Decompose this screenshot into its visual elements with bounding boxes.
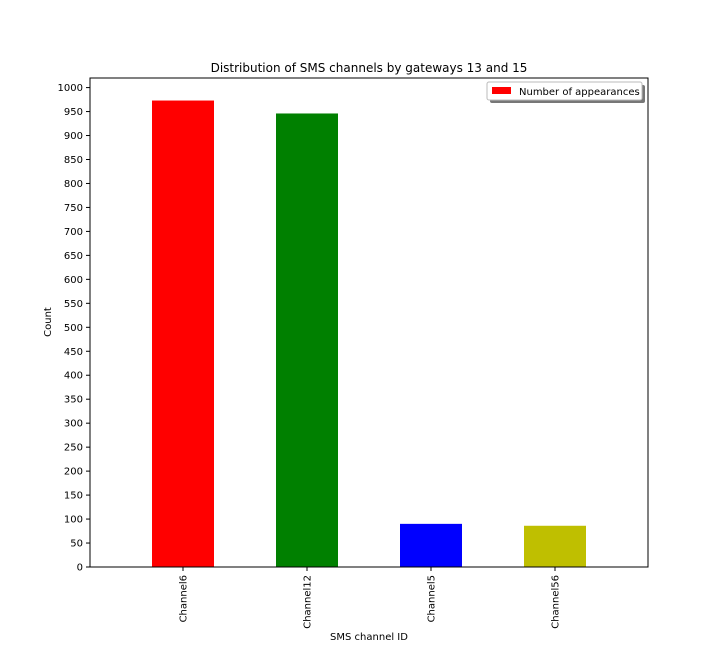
bar-channel12 (276, 113, 338, 567)
y-tick-label: 600 (64, 275, 83, 286)
y-tick-label: 300 (64, 419, 83, 430)
x-tick-label: Channel12 (303, 575, 314, 629)
y-tick-label: 800 (64, 179, 83, 190)
y-tick-label: 400 (64, 371, 83, 382)
y-tick-label: 650 (64, 251, 83, 262)
bars (152, 100, 586, 568)
y-tick-label: 250 (64, 443, 83, 454)
y-tick-label: 50 (70, 539, 83, 550)
x-tick-label: Channel5 (427, 575, 438, 622)
y-tick-label: 100 (64, 515, 83, 526)
y-axis-label: Count (43, 307, 54, 337)
x-tick-label: Channel6 (179, 575, 190, 622)
x-tick-label: Channel56 (551, 575, 562, 629)
y-tick-label: 950 (64, 107, 83, 118)
legend: Number of appearances (486, 81, 645, 103)
y-tick-label: 750 (64, 203, 83, 214)
y-tick-label: 1000 (58, 83, 83, 94)
y-axis: 0 50 100 150 200 250 300 350 400 450 500 550 600 650 7… (58, 83, 90, 574)
legend-swatch (492, 87, 511, 94)
y-tick-label: 500 (64, 323, 83, 334)
y-tick-label: 350 (64, 395, 83, 406)
chart-title: Distribution of SMS channels by gateways… (211, 61, 528, 75)
y-tick-label: 450 (64, 347, 83, 358)
bar-channel6 (152, 100, 214, 568)
legend-box (486, 81, 643, 101)
plot-frame (89, 77, 649, 568)
y-tick-label: 700 (64, 227, 83, 238)
y-tick-label: 0 (77, 563, 83, 574)
y-tick-label: 150 (64, 491, 83, 502)
legend-label: Number of appearances (519, 87, 640, 98)
y-tick-label: 850 (64, 155, 83, 166)
x-axis: Channel6 Channel12 Channel5 Channel56 (179, 567, 562, 629)
y-tick-label: 200 (64, 467, 83, 478)
bar-channel5 (400, 523, 462, 567)
y-tick-label: 550 (64, 299, 83, 310)
x-axis-label: SMS channel ID (330, 632, 408, 643)
y-tick-label: 900 (64, 131, 83, 142)
bar-channel56 (524, 525, 586, 567)
